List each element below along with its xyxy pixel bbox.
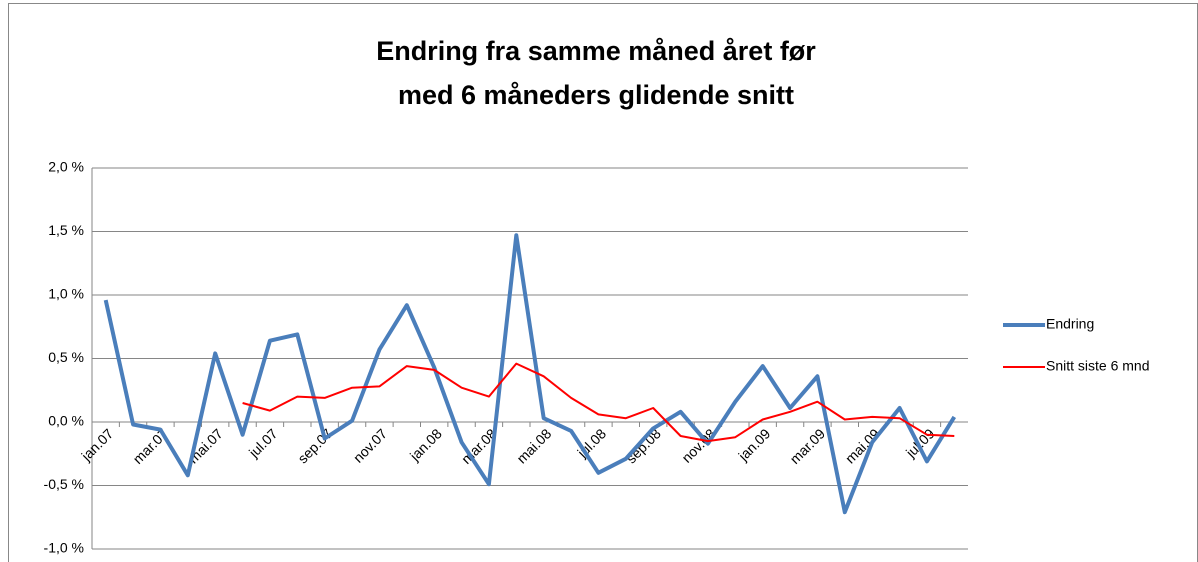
chart-title: Endring fra samme måned året før [376,36,816,66]
y-tick-label: 0,5 % [48,349,84,365]
y-tick-label: 2,0 % [48,159,84,175]
series-line [242,362,955,443]
series-line [103,233,957,515]
legend-label: Endring [1046,316,1094,332]
y-tick-label: -1,0 % [44,540,84,556]
y-tick-label: -0,5 % [44,476,84,492]
chart-title: med 6 måneders glidende snitt [398,80,794,110]
legend-label: Snitt siste 6 mnd [1046,358,1150,374]
y-tick-label: 1,5 % [48,222,84,238]
y-tick-label: 0,0 % [48,413,84,429]
y-tick-label: 1,0 % [48,286,84,302]
